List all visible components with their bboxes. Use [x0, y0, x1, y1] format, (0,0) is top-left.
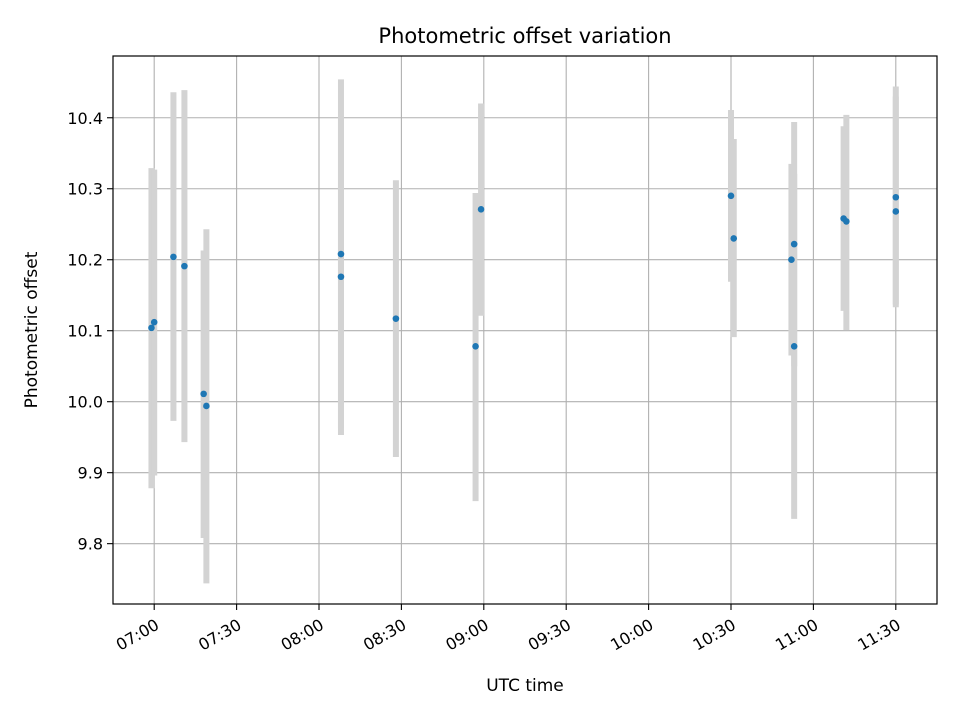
x-tick-label: 08:00	[278, 615, 327, 655]
x-tick-label: 08:30	[360, 615, 409, 655]
data-point	[150, 318, 158, 326]
x-tick-label: 10:00	[607, 615, 656, 655]
y-tick-label: 10.0	[67, 393, 103, 412]
x-tick-label: 11:30	[854, 615, 903, 655]
y-tick-label: 10.2	[67, 251, 103, 270]
y-tick-label: 9.8	[78, 535, 103, 554]
x-tick-label: 07:30	[195, 615, 244, 655]
data-point	[181, 262, 188, 270]
data-point	[392, 315, 400, 322]
y-axis-label: Photometric offset	[22, 251, 42, 408]
y-tick-label: 10.3	[67, 180, 103, 199]
data-point	[892, 193, 900, 201]
data-point	[170, 253, 177, 261]
x-axis-ticks: 07:00 07:30 08:00 08:30 09:00 09:30 10:00 10:30…	[113, 604, 904, 655]
chart-title: Photometric offset variation	[378, 24, 671, 48]
data-point	[788, 256, 795, 264]
data-point	[337, 250, 345, 258]
data-point	[790, 343, 798, 350]
error-bars	[148, 79, 899, 584]
x-axis-label: UTC time	[486, 676, 564, 696]
data-point	[727, 192, 735, 200]
grid-lines	[113, 56, 937, 604]
data-points	[148, 192, 900, 410]
data-point	[843, 218, 850, 225]
plot-area-frame	[112, 55, 938, 605]
y-tick-label: 9.9	[78, 464, 103, 483]
y-axis-ticks: 9.8 9.9 10.0 10.1 10.2 10.3 10.4	[67, 109, 113, 554]
data-point	[203, 402, 210, 410]
data-point	[730, 235, 738, 242]
data-point	[148, 324, 155, 332]
data-point	[200, 390, 207, 398]
y-tick-label: 10.4	[67, 109, 103, 128]
x-tick-label: 09:30	[525, 615, 574, 655]
x-tick-label: 10:30	[690, 615, 739, 655]
x-tick-label: 11:00	[772, 615, 821, 655]
data-point	[337, 273, 345, 281]
data-point	[472, 343, 479, 350]
data-point	[790, 240, 798, 248]
data-point	[892, 208, 900, 215]
y-tick-label: 10.1	[67, 322, 103, 341]
x-tick-label: 09:00	[442, 615, 491, 655]
data-point	[477, 206, 485, 213]
x-tick-label: 07:00	[113, 615, 162, 655]
